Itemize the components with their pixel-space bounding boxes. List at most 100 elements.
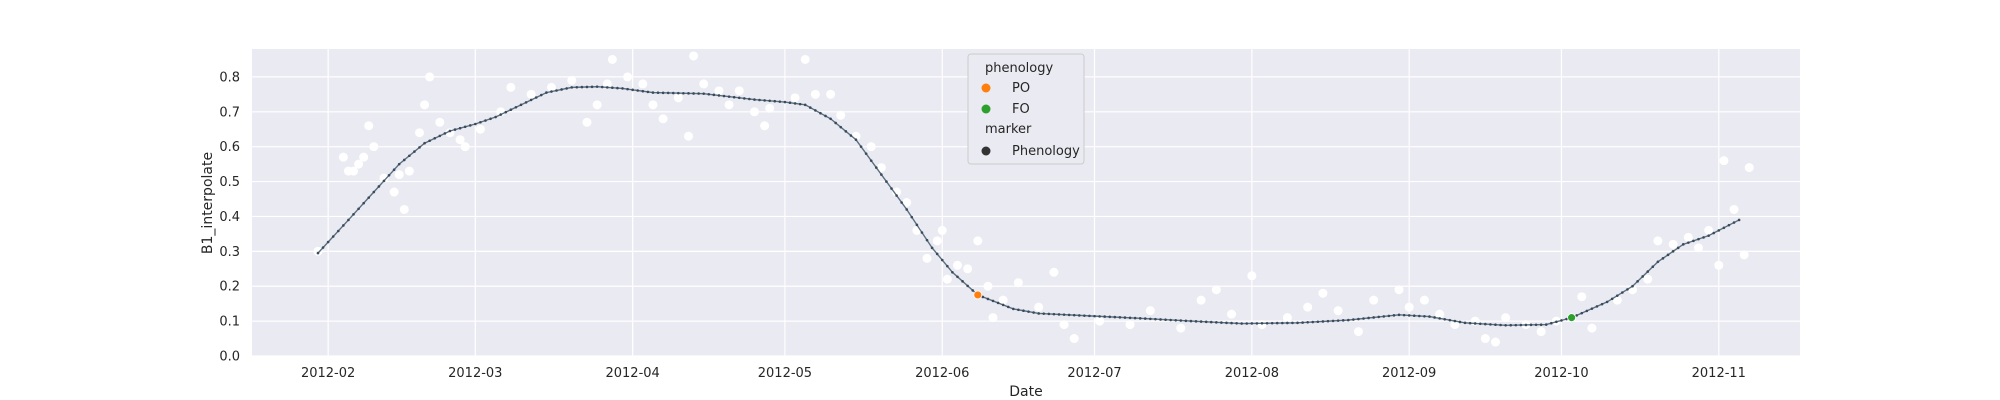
curve-dot xyxy=(1509,323,1512,327)
curve-dot xyxy=(803,103,807,107)
curve-dot xyxy=(479,120,482,124)
curve-dot xyxy=(1189,319,1193,323)
curve-dot xyxy=(509,108,513,111)
raw-data-point xyxy=(460,142,470,152)
curve-dot xyxy=(880,173,883,176)
curve-dot xyxy=(1489,323,1492,326)
curve-dot xyxy=(966,284,969,288)
curve-dot xyxy=(940,258,944,262)
curve-dot xyxy=(1387,314,1391,318)
curve-dot xyxy=(1154,317,1157,321)
curve-dot xyxy=(1072,313,1076,317)
x-tick-label: 2012-03 xyxy=(448,366,502,381)
curve-dot xyxy=(1712,231,1716,235)
raw-data-point xyxy=(1318,288,1328,298)
raw-points xyxy=(313,51,1754,347)
curve-dot xyxy=(753,98,756,101)
curve-dot xyxy=(372,190,376,194)
raw-data-point xyxy=(1490,337,1500,347)
curve-dot xyxy=(1382,315,1386,318)
curve-dot xyxy=(935,252,939,256)
curve-dot xyxy=(1529,323,1533,327)
curve-dot xyxy=(326,240,330,244)
curve-dot xyxy=(1539,323,1543,326)
curve-dot xyxy=(1458,320,1462,324)
raw-data-point xyxy=(1227,309,1237,319)
raw-data-point xyxy=(790,93,800,103)
curve-dot xyxy=(1032,311,1035,314)
raw-data-point xyxy=(455,135,465,145)
raw-data-point xyxy=(1095,316,1105,326)
curve-dot xyxy=(540,93,543,97)
curve-dot xyxy=(890,187,893,190)
curve-dot xyxy=(1215,321,1218,324)
curve-dot xyxy=(1209,320,1213,324)
curve-dot xyxy=(1595,305,1599,308)
curve-dot xyxy=(1621,291,1624,294)
curve-dot xyxy=(1499,323,1502,327)
raw-data-point xyxy=(724,100,734,110)
curve-dot xyxy=(743,97,746,100)
raw-data-point xyxy=(425,72,435,82)
curve-dot xyxy=(925,238,929,242)
curve-dot xyxy=(1702,236,1705,239)
raw-data-point xyxy=(1176,323,1186,333)
raw-data-point xyxy=(602,79,612,89)
curve-dot xyxy=(1473,322,1477,325)
curve-dot xyxy=(748,97,751,101)
raw-data-point xyxy=(1333,306,1343,316)
curve-dot xyxy=(1204,320,1208,324)
raw-data-point xyxy=(1257,320,1267,330)
curve-dot xyxy=(1077,314,1081,317)
curve-dot xyxy=(885,180,888,183)
curve-dot xyxy=(920,231,924,234)
curve-dot xyxy=(1311,320,1315,324)
curve-dot xyxy=(1484,322,1487,326)
curve-dot xyxy=(1159,318,1162,321)
legend-marker-fo xyxy=(981,104,991,114)
curve-dot xyxy=(1265,321,1269,325)
curve-dot xyxy=(321,246,325,249)
curve-dot xyxy=(854,138,858,141)
raw-data-point xyxy=(592,100,602,110)
curve-dot xyxy=(895,194,898,197)
raw-data-point xyxy=(607,54,617,64)
curve-dot xyxy=(849,134,853,137)
curve-dot xyxy=(1534,323,1538,327)
curve-dot xyxy=(1042,312,1046,315)
curve-dot xyxy=(550,90,553,93)
raw-data-point xyxy=(1739,250,1749,260)
curve-dot xyxy=(636,89,640,92)
legend-title-phenology: phenology xyxy=(985,61,1053,76)
raw-data-point xyxy=(892,187,902,197)
raw-data-point xyxy=(1435,309,1445,319)
curve-dot xyxy=(763,99,766,102)
raw-data-point xyxy=(734,86,744,96)
raw-data-point xyxy=(313,246,323,256)
curve-dot xyxy=(570,86,574,89)
legend-title-marker: marker xyxy=(985,122,1032,137)
curve-dot xyxy=(737,96,741,100)
curve-dot xyxy=(671,91,675,95)
curve-dot xyxy=(946,264,949,268)
curve-dot xyxy=(809,106,812,109)
curve-dot xyxy=(1605,300,1609,304)
curve-dot xyxy=(834,121,837,125)
curve-dot xyxy=(418,146,421,149)
raw-data-point xyxy=(648,100,658,110)
curve-dot xyxy=(519,103,523,107)
curve-dot xyxy=(1397,313,1401,317)
curve-dot xyxy=(824,114,827,118)
curve-dot xyxy=(1062,313,1066,316)
raw-data-point xyxy=(760,121,770,131)
y-tick-label: 0.2 xyxy=(219,280,240,295)
curve-dot xyxy=(605,86,609,89)
raw-data-point xyxy=(1369,295,1379,305)
curve-dot xyxy=(1732,221,1736,224)
curve-dot xyxy=(829,117,832,121)
curve-dot xyxy=(1220,321,1223,324)
curve-dot xyxy=(956,275,959,279)
curve-dot xyxy=(1372,316,1375,319)
curve-dot xyxy=(621,87,624,90)
raw-data-point xyxy=(394,170,404,180)
